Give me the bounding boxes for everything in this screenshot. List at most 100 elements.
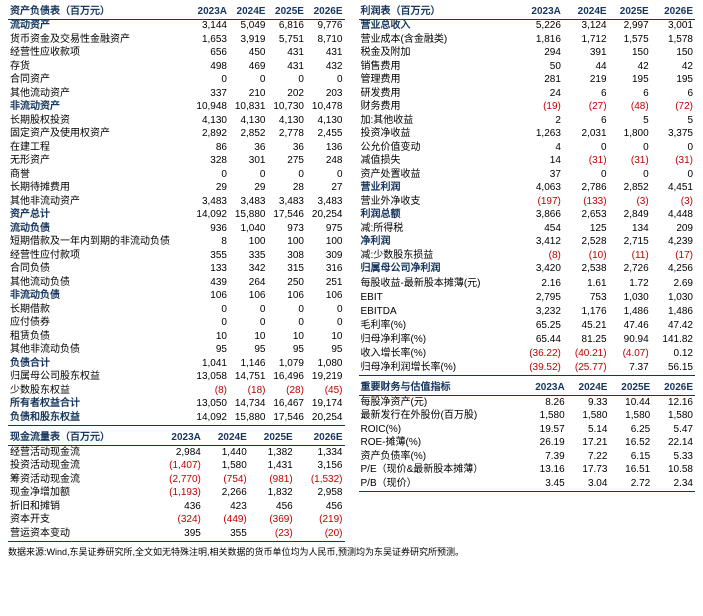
cell-value: (27)	[563, 101, 609, 115]
cell-value: 308	[267, 249, 305, 263]
is-row: 减值损失14(31)(31)(31)	[359, 155, 696, 169]
cell-value: 1,382	[249, 446, 295, 460]
cell-value: 14	[517, 155, 563, 169]
cell-value: 0	[191, 317, 229, 331]
cell-value: 1,486	[651, 305, 695, 319]
row-label: 营业外净收支	[359, 195, 518, 209]
cell-value: 12.16	[652, 396, 695, 410]
bs-row: 固定资产及使用权资产2,8922,8522,7782,455	[8, 128, 345, 142]
cell-value: 210	[229, 87, 267, 101]
cell-value: 10.44	[609, 396, 652, 410]
cell-value: 6.25	[609, 423, 652, 437]
cell-value: 100	[306, 236, 345, 250]
cell-value: 0	[229, 303, 267, 317]
cell-value: 1,334	[295, 446, 345, 460]
cell-value: 1,816	[517, 33, 563, 47]
cell-value: (4.07)	[609, 348, 651, 362]
cell-value: (20)	[295, 527, 345, 541]
col-year: 2026E	[295, 432, 345, 446]
bs-header: 资产负债表（百万元）	[8, 5, 191, 19]
cell-value: 1,146	[229, 357, 267, 371]
cell-value: (40.21)	[563, 348, 609, 362]
cell-value: 134	[609, 222, 651, 236]
col-year: 2023A	[191, 5, 229, 19]
cell-value: 753	[563, 292, 609, 306]
met-row: ROIC(%)19.575.146.255.47	[359, 423, 696, 437]
col-year: 2025E	[267, 5, 305, 19]
cell-value: (72)	[651, 101, 695, 115]
bs-row: 负债和股东权益14,09215,88017,54620,254	[8, 411, 345, 425]
cell-value: 1,486	[609, 305, 651, 319]
cell-value: 3,124	[563, 19, 609, 33]
cf-row: 经营活动现金流2,9841,4401,3821,334	[8, 446, 345, 460]
cell-value: 2,892	[191, 128, 229, 142]
met-row: P/E（现价&最新股本摊薄）13.1617.7316.5110.58	[359, 464, 696, 478]
cell-value: 7.37	[609, 361, 651, 375]
cell-value: 454	[517, 222, 563, 236]
cell-value: 355	[191, 249, 229, 263]
cell-value: 2	[517, 114, 563, 128]
cell-value: 19.57	[523, 423, 566, 437]
met-row: P/B（现价）3.453.042.722.34	[359, 477, 696, 491]
row-label: 归属母公司净利润	[359, 263, 518, 277]
cell-value: 456	[295, 500, 345, 514]
cell-value: 431	[267, 47, 305, 61]
cell-value: 7.39	[523, 450, 566, 464]
cell-value: 251	[306, 276, 345, 290]
cell-value: 2,778	[267, 128, 305, 142]
row-label: 减值损失	[359, 155, 518, 169]
col-year: 2025E	[609, 5, 651, 19]
cell-value: 2,715	[609, 236, 651, 250]
col-year: 2024E	[567, 382, 610, 396]
row-label: 毛利率(%)	[359, 320, 518, 334]
cell-value: 100	[229, 236, 267, 250]
cell-value: 1,580	[567, 410, 610, 424]
cell-value: 6.15	[609, 450, 652, 464]
cell-value: (39.52)	[517, 361, 563, 375]
cell-value: 4,130	[229, 114, 267, 128]
cell-value: 13,058	[191, 371, 229, 385]
bs-row: 流动资产3,1445,0496,8169,776	[8, 19, 345, 33]
is-row: 销售费用50444242	[359, 60, 696, 74]
cell-value: 0	[563, 141, 609, 155]
cell-value: 1,041	[191, 357, 229, 371]
cell-value: (23)	[249, 527, 295, 541]
col-year: 2023A	[523, 382, 566, 396]
bs-row: 长期待摊费用29292827	[8, 182, 345, 196]
cell-value: 0	[191, 74, 229, 88]
cell-value: 24	[517, 87, 563, 101]
row-label: 其他流动负债	[8, 276, 191, 290]
cell-value: 10,478	[306, 101, 345, 115]
cell-value: 37	[517, 168, 563, 182]
is-row: EBITDA3,2321,1761,4861,486	[359, 305, 696, 319]
is-row: 营业利润4,0632,7862,8524,451	[359, 182, 696, 196]
row-label: 应付债券	[8, 317, 191, 331]
cell-value: 16,496	[267, 371, 305, 385]
cell-value: (3)	[609, 195, 651, 209]
cell-value: 1,580	[523, 410, 566, 424]
cell-value: (25.77)	[563, 361, 609, 375]
cell-value: 2,266	[203, 487, 249, 501]
cell-value: 29	[191, 182, 229, 196]
cell-value: 4,130	[191, 114, 229, 128]
cell-value: (10)	[563, 249, 609, 263]
row-label: 负债和股东权益	[8, 411, 191, 425]
col-year: 2024E	[229, 5, 267, 19]
cell-value: 8	[191, 236, 229, 250]
cell-value: 17.21	[567, 437, 610, 451]
bs-row: 合同负债133342315316	[8, 263, 345, 277]
cell-value: 5.14	[567, 423, 610, 437]
row-label: 存货	[8, 60, 191, 74]
row-label: 公允价值变动	[359, 141, 518, 155]
cell-value: 3,420	[517, 263, 563, 277]
cell-value: (754)	[203, 473, 249, 487]
cell-value: (197)	[517, 195, 563, 209]
row-label: 投资净收益	[359, 128, 518, 142]
cell-value: (11)	[609, 249, 651, 263]
row-label: 经营性应收款项	[8, 47, 191, 61]
cell-value: 16.52	[609, 437, 652, 451]
is-row: 归母净利润增长率(%)(39.52)(25.77)7.3756.15	[359, 361, 696, 375]
row-label: 营业成本(含金融类)	[359, 33, 518, 47]
cell-value: 4,130	[306, 114, 345, 128]
cell-value: 5	[609, 114, 651, 128]
